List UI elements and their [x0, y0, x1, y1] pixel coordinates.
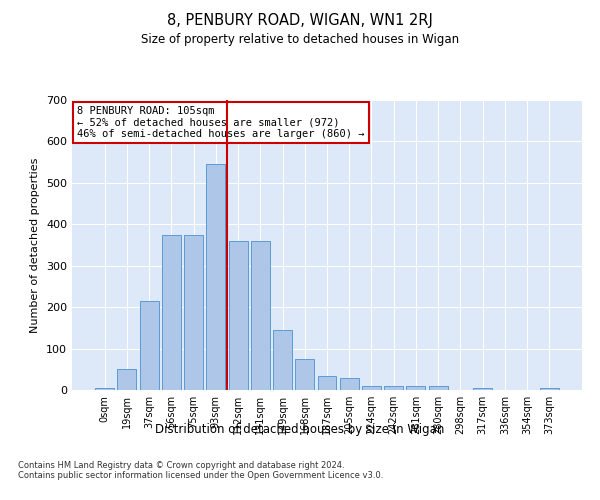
Text: Distribution of detached houses by size in Wigan: Distribution of detached houses by size … — [155, 422, 445, 436]
Text: Size of property relative to detached houses in Wigan: Size of property relative to detached ho… — [141, 32, 459, 46]
Bar — [340, 378, 359, 390]
Bar — [118, 370, 136, 390]
Bar — [140, 301, 158, 390]
Bar — [206, 164, 225, 390]
Bar — [95, 388, 114, 390]
Bar — [184, 234, 203, 390]
Bar — [251, 241, 270, 390]
Bar — [429, 386, 448, 390]
Text: 8, PENBURY ROAD, WIGAN, WN1 2RJ: 8, PENBURY ROAD, WIGAN, WN1 2RJ — [167, 12, 433, 28]
Text: 8 PENBURY ROAD: 105sqm
← 52% of detached houses are smaller (972)
46% of semi-de: 8 PENBURY ROAD: 105sqm ← 52% of detached… — [77, 106, 365, 139]
Bar — [317, 376, 337, 390]
Text: Contains HM Land Registry data © Crown copyright and database right 2024.
Contai: Contains HM Land Registry data © Crown c… — [18, 460, 383, 480]
Bar — [295, 359, 314, 390]
Bar — [273, 330, 292, 390]
Bar — [362, 386, 381, 390]
Bar — [473, 388, 492, 390]
Bar — [406, 386, 425, 390]
Bar — [540, 388, 559, 390]
Bar — [229, 241, 248, 390]
Y-axis label: Number of detached properties: Number of detached properties — [31, 158, 40, 332]
Bar — [162, 234, 181, 390]
Bar — [384, 386, 403, 390]
